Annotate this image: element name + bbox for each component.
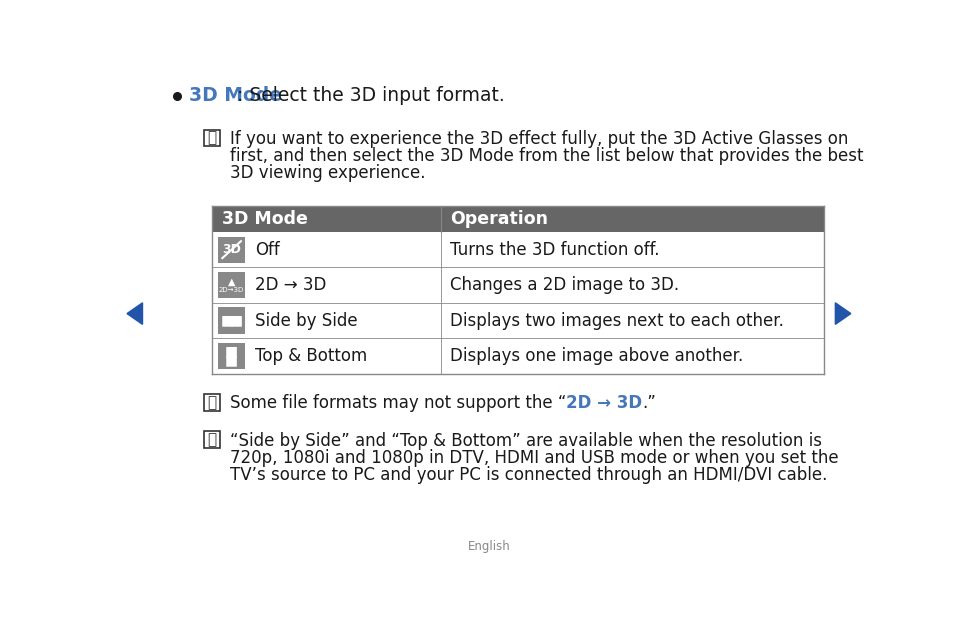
Bar	[212, 267, 823, 303]
Text: Displays one image above another.: Displays one image above another.	[450, 347, 742, 365]
Text: 720p, 1080i and 1080p in DTV, HDMI and USB mode or when you set the: 720p, 1080i and 1080p in DTV, HDMI and U…	[230, 449, 838, 467]
Bar	[212, 303, 823, 338]
Bar	[218, 308, 245, 334]
Text: Side by Side: Side by Side	[254, 311, 357, 329]
Text: Operation: Operation	[450, 210, 548, 228]
Text: English: English	[467, 540, 510, 553]
Text: Ⓝ: Ⓝ	[208, 396, 216, 411]
Polygon shape	[127, 303, 142, 324]
Bar	[218, 272, 245, 298]
Text: ■: ■	[220, 313, 233, 328]
Text: 3D Mode: 3D Mode	[221, 210, 307, 228]
Text: 3D Mode: 3D Mode	[189, 86, 282, 105]
Bar	[212, 232, 823, 267]
Text: ■: ■	[225, 354, 238, 368]
Bar	[218, 343, 245, 369]
Text: Off: Off	[254, 241, 279, 259]
Polygon shape	[835, 303, 850, 324]
Text: If you want to experience the 3D effect fully, put the 3D Active Glasses on: If you want to experience the 3D effect …	[230, 130, 847, 149]
Bar	[212, 338, 823, 374]
Text: Changes a 2D image to 3D.: Changes a 2D image to 3D.	[450, 276, 679, 294]
Text: 2D → 3D: 2D → 3D	[254, 276, 326, 294]
Bar	[212, 206, 823, 232]
Text: 3D viewing experience.: 3D viewing experience.	[230, 164, 425, 182]
Text: Ⓝ: Ⓝ	[208, 432, 216, 447]
Text: .”: .”	[642, 394, 656, 412]
Text: 3D: 3D	[222, 243, 241, 256]
Text: first, and then select the 3D Mode from the list below that provides the best: first, and then select the 3D Mode from …	[230, 147, 862, 165]
Text: ▲: ▲	[228, 277, 235, 287]
Bar	[218, 236, 245, 263]
Text: TV’s source to PC and your PC is connected through an HDMI/DVI cable.: TV’s source to PC and your PC is connect…	[230, 466, 826, 484]
Text: 2D→3D: 2D→3D	[219, 286, 244, 293]
Text: 2D → 3D: 2D → 3D	[566, 394, 642, 412]
Text: ■: ■	[230, 313, 243, 328]
Text: Ⓝ: Ⓝ	[208, 130, 216, 145]
Text: Top & Bottom: Top & Bottom	[254, 347, 367, 365]
Text: Displays two images next to each other.: Displays two images next to each other.	[450, 311, 783, 329]
Text: ■: ■	[225, 344, 238, 358]
Text: “Side by Side” and “Top & Bottom” are available when the resolution is: “Side by Side” and “Top & Bottom” are av…	[230, 432, 821, 450]
Text: : Select the 3D input format.: : Select the 3D input format.	[236, 86, 504, 105]
Text: Turns the 3D function off.: Turns the 3D function off.	[450, 241, 659, 259]
Text: Some file formats may not support the “: Some file formats may not support the “	[230, 394, 566, 412]
